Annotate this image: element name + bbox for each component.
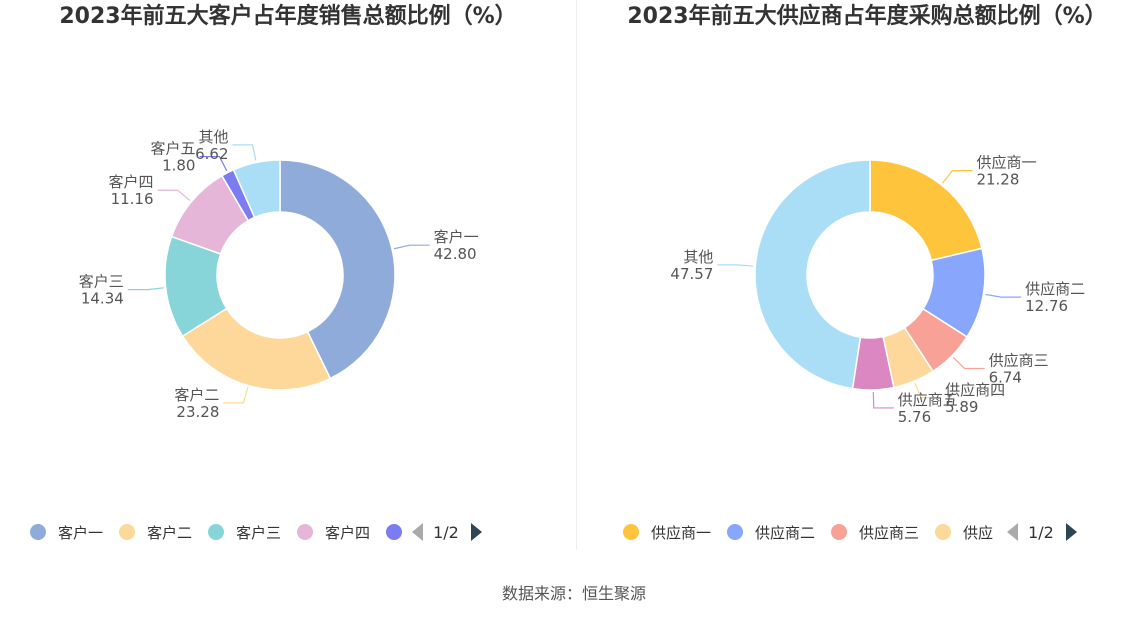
legend-label: 客户二 xyxy=(147,523,193,542)
slice-1-5[interactable] xyxy=(754,159,871,390)
leader-line-0-2 xyxy=(127,287,164,291)
legend-label: 客户一 xyxy=(58,523,104,542)
legend-dot xyxy=(831,524,848,540)
slice-value-0-1: 23.28 xyxy=(176,403,219,421)
legend-dot xyxy=(623,524,639,540)
supplier-legend: 供应商一 供应商二 供应商三 供应 1/2 xyxy=(623,518,1077,546)
legend-item-customer-5[interactable] xyxy=(386,524,403,540)
supplier-chart-panel: 2023年前五大供应商占年度采购总额比例（%） 供应商一 21.28 供应商二 12.… xyxy=(576,0,1148,550)
slice-label-0-0: 客户一 xyxy=(434,228,479,246)
legend-label: 客户四 xyxy=(325,523,371,542)
legend-item-supplier-2[interactable]: 供应商二 xyxy=(727,522,815,543)
legend-dot xyxy=(297,524,314,540)
slice-0-5[interactable] xyxy=(232,159,281,219)
legend-item-customer-1[interactable]: 客户一 xyxy=(30,522,103,543)
legend-label: 客户三 xyxy=(236,523,282,542)
slice-value-1-0: 21.28 xyxy=(976,171,1019,189)
slice-label-0-3: 客户四 xyxy=(109,173,154,191)
legend-dot xyxy=(935,524,952,540)
slice-value-1-5: 47.57 xyxy=(670,265,713,283)
leader-line-1-2 xyxy=(952,356,985,370)
next-page-icon[interactable] xyxy=(1065,523,1077,541)
leader-line-1-1 xyxy=(985,293,1022,298)
slice-value-0-0: 42.80 xyxy=(434,245,477,263)
slice-0-0[interactable] xyxy=(279,159,396,380)
customer-chart-panel: 2023年前五大客户占年度销售总额比例（%） 客户一 42.80 客户二 23.28 客… xyxy=(0,0,576,550)
legend-item-customer-4[interactable]: 客户四 xyxy=(297,522,370,543)
legend-label: 供应商三 xyxy=(859,523,920,542)
slice-label-1-1: 供应商二 xyxy=(1025,280,1085,298)
leader-line-1-4 xyxy=(872,391,894,409)
slice-value-1-2: 6.74 xyxy=(989,369,1022,387)
page-indicator: 1/2 xyxy=(1028,522,1054,542)
data-source-note: 数据来源：恒生聚源 xyxy=(501,584,646,603)
legend-dot xyxy=(119,524,136,540)
slice-value-1-4: 5.76 xyxy=(898,408,931,426)
slice-label-0-1: 客户二 xyxy=(174,386,219,404)
slice-label-1-5: 其他 xyxy=(683,248,713,266)
customer-legend-pager: 1/2 xyxy=(412,523,482,542)
previous-page-icon[interactable] xyxy=(1007,523,1019,541)
legend-item-customer-3[interactable]: 客户三 xyxy=(208,522,281,543)
slice-value-1-3: 5.89 xyxy=(945,398,978,416)
slice-value-0-3: 11.16 xyxy=(111,190,154,208)
leader-line-1-5 xyxy=(717,264,754,267)
page-indicator: 1/2 xyxy=(433,522,459,542)
legend-item-supplier-4[interactable]: 供应 xyxy=(935,522,993,543)
legend-dot xyxy=(208,524,225,540)
legend-item-supplier-1[interactable]: 供应商一 xyxy=(623,522,711,543)
leader-line-0-3 xyxy=(157,189,191,201)
leader-line-1-3 xyxy=(914,382,942,399)
supplier-legend-pager: 1/2 xyxy=(1007,523,1077,542)
leader-line-0-0 xyxy=(393,244,430,250)
customer-legend: 客户一 客户二 客户三 客户四 1/2 xyxy=(30,518,482,546)
leader-line-1-0 xyxy=(942,170,973,184)
leader-line-0-1 xyxy=(223,387,249,404)
slice-label-0-5: 其他 xyxy=(199,128,229,146)
slice-label-1-2: 供应商三 xyxy=(989,352,1049,370)
slice-value-0-4: 1.80 xyxy=(162,157,195,175)
slice-value-1-1: 12.76 xyxy=(1025,297,1068,315)
slice-label-1-0: 供应商一 xyxy=(976,154,1036,172)
next-page-icon[interactable] xyxy=(470,523,482,541)
legend-label: 供应商一 xyxy=(651,523,712,542)
slice-label-1-4: 供应商五 xyxy=(898,391,958,409)
slice-1-0[interactable] xyxy=(869,159,983,262)
supplier-chart-title: 2023年前五大供应商占年度采购总额比例（%） xyxy=(627,4,1107,29)
slice-label-0-4: 客户五 xyxy=(150,140,195,158)
slice-label-1-3: 供应商四 xyxy=(945,381,1005,399)
legend-item-supplier-3[interactable]: 供应商三 xyxy=(831,522,919,543)
leader-line-0-4 xyxy=(199,155,228,172)
slice-value-0-2: 14.34 xyxy=(81,290,124,308)
legend-dot xyxy=(386,524,403,540)
legend-label: 供应商二 xyxy=(755,523,816,542)
slice-value-0-5: 6.62 xyxy=(195,145,228,163)
legend-label: 供应 xyxy=(963,523,994,542)
slice-label-0-2: 客户三 xyxy=(79,273,124,291)
customer-chart-title: 2023年前五大客户占年度销售总额比例（%） xyxy=(59,4,517,29)
slice-0-1[interactable] xyxy=(181,307,332,391)
legend-dot xyxy=(30,524,46,540)
legend-item-customer-2[interactable]: 客户二 xyxy=(119,522,192,543)
leader-line-0-5 xyxy=(232,144,257,161)
legend-dot xyxy=(727,524,744,540)
previous-page-icon[interactable] xyxy=(412,523,424,541)
